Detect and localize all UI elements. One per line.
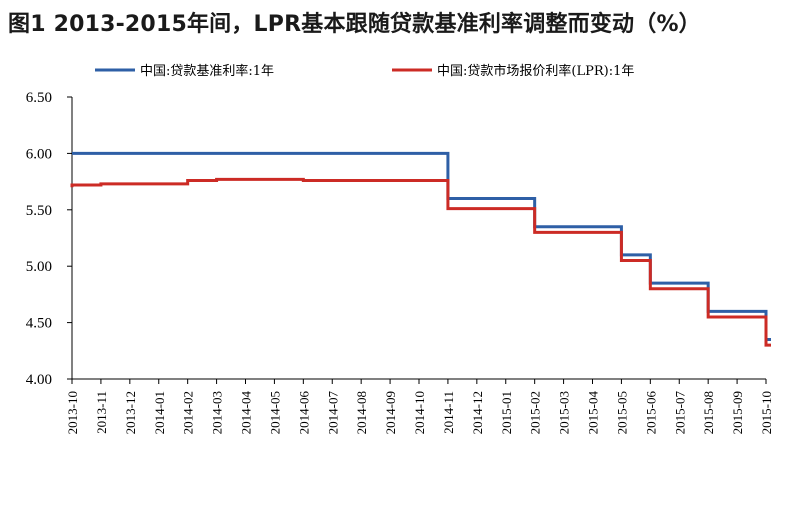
legend-label-lpr: 中国:贷款市场报价利率(LPR):1年 [437,63,634,79]
x-tick-label: 2015-02 [528,391,543,434]
x-tick-label: 2014-10 [412,391,427,434]
chart-title: 图1 2013-2015年间，LPR基本跟随贷款基准利率调整而变动（%） [8,12,701,37]
x-tick-label: 2014-02 [181,391,196,434]
lpr-rate-line [70,177,771,347]
x-tick-label: 2015-07 [672,391,687,435]
x-tick-label: 2013-12 [123,391,138,434]
y-tick-label: 6.00 [26,146,52,162]
x-tick-label: 2014-08 [354,391,369,434]
legend: 中国:贷款基准利率:1年 中国:贷款市场报价利率(LPR):1年 [95,63,634,79]
x-tick-label: 2015-10 [759,391,774,434]
x-tick-label: 2014-12 [470,391,485,434]
x-tick-label: 2014-04 [239,391,254,435]
y-tick-label: 5.50 [26,203,52,219]
axes: 6.50 6.00 5.50 5.00 4.50 4.00 2013-10 2013-11 20… [26,90,774,434]
x-tick-label: 2015-03 [557,391,572,434]
legend-label-benchmark: 中国:贷款基准利率:1年 [140,63,274,79]
x-tick-label: 2014-06 [296,391,311,435]
x-tick-label: 2014-09 [383,391,398,434]
y-tick-label: 5.00 [26,259,52,275]
x-tick-label: 2015-04 [586,391,601,435]
x-tick-label: 2015-08 [701,391,716,434]
y-tick-label: 6.50 [26,90,52,106]
series-group [70,151,771,347]
x-tick-label: 2014-05 [267,391,282,434]
x-tick-label: 2014-03 [210,391,225,434]
x-tick-label: 2015-06 [643,391,658,435]
x-tick-label: 2014-11 [441,391,456,434]
x-tick-label: 2015-05 [614,391,629,434]
x-tick-label: 2013-10 [65,391,80,434]
benchmark-rate-line [72,151,771,342]
x-tick-label: 2014-01 [152,391,167,434]
x-tick-label: 2013-11 [94,391,109,434]
y-tick-label: 4.00 [26,372,52,388]
y-tick-label: 4.50 [26,316,52,332]
x-tick-label: 2015-01 [499,391,514,434]
x-tick-label: 2014-07 [325,391,340,435]
x-tick-label: 2015-09 [730,391,745,434]
